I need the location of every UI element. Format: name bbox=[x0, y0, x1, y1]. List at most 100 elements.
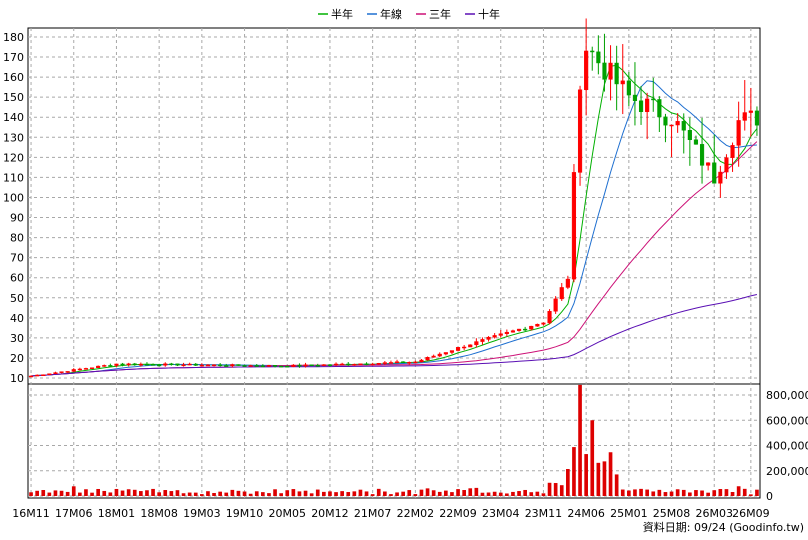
candle-body bbox=[65, 371, 70, 373]
candle-body bbox=[516, 328, 522, 331]
volume-bar bbox=[657, 489, 662, 496]
candle-body bbox=[199, 364, 204, 367]
candle-body bbox=[144, 363, 150, 366]
volume-bar bbox=[688, 492, 692, 496]
grid-lines bbox=[28, 28, 760, 498]
candle-body bbox=[236, 364, 241, 366]
volume-bar bbox=[145, 490, 149, 496]
candle-body bbox=[693, 139, 699, 145]
candle-body bbox=[376, 363, 381, 365]
volume-bar bbox=[315, 489, 320, 496]
legend-label-2: 三年 bbox=[429, 7, 451, 21]
volume-bar bbox=[639, 488, 643, 496]
x-tick-label: 16M11 bbox=[12, 507, 50, 520]
volume-bar bbox=[663, 492, 668, 496]
candle-body bbox=[724, 157, 729, 173]
candle-body bbox=[285, 365, 290, 368]
volume-bar bbox=[279, 493, 283, 496]
x-tick-label: 24M06 bbox=[567, 507, 605, 520]
candle-body bbox=[657, 99, 662, 118]
volume-bar bbox=[718, 489, 723, 496]
candle-body bbox=[169, 363, 174, 366]
candle-body bbox=[291, 364, 296, 367]
candle-body bbox=[132, 363, 137, 366]
candle-body bbox=[89, 367, 95, 369]
volume-bar bbox=[376, 488, 381, 496]
candle-body bbox=[541, 322, 546, 325]
price-tick-label: 30 bbox=[10, 332, 24, 345]
candle-body bbox=[462, 346, 467, 349]
candle-body bbox=[523, 328, 528, 331]
x-tick-label: 18M01 bbox=[98, 507, 136, 520]
volume-bar bbox=[29, 492, 33, 496]
volume-bar bbox=[627, 490, 631, 496]
candle-body bbox=[333, 363, 339, 366]
price-tick-label: 90 bbox=[10, 212, 24, 225]
price-tick-label: 100 bbox=[3, 191, 24, 204]
x-tick-label: 22M09 bbox=[439, 507, 477, 520]
volume-bar bbox=[694, 490, 698, 496]
volume-bar bbox=[505, 493, 509, 496]
x-tick-label: 20M05 bbox=[269, 507, 307, 520]
volume-bar bbox=[71, 486, 76, 496]
candle-body bbox=[47, 373, 52, 375]
volume-bar bbox=[96, 488, 100, 496]
volume-bar bbox=[47, 492, 52, 496]
candle-body bbox=[242, 365, 247, 367]
volume-bar bbox=[169, 491, 174, 496]
price-tick-label: 110 bbox=[3, 171, 24, 184]
price-tick-label: 130 bbox=[3, 131, 24, 144]
volume-bar bbox=[407, 490, 412, 496]
volume-bar bbox=[254, 491, 259, 496]
volume-tick-label: 200,000 bbox=[766, 465, 808, 478]
candle-body bbox=[358, 363, 363, 366]
price-tick-label: 140 bbox=[3, 111, 24, 124]
price-tick-label: 10 bbox=[10, 372, 24, 385]
volume-bar bbox=[212, 492, 216, 496]
volume-bar bbox=[328, 491, 332, 496]
candle-body bbox=[510, 330, 516, 333]
volume-bar bbox=[132, 489, 137, 496]
candle-body bbox=[370, 363, 375, 366]
footer-source: 資料日期: 09/24 (Goodinfo.tw) bbox=[643, 520, 804, 534]
candle-body bbox=[59, 371, 64, 373]
candle-body bbox=[254, 365, 259, 367]
volume-bar bbox=[645, 489, 649, 496]
candle-body bbox=[114, 363, 119, 366]
candle-body bbox=[730, 145, 735, 158]
candle-body bbox=[150, 364, 156, 366]
candle-body bbox=[577, 89, 583, 173]
candle-body bbox=[297, 364, 302, 367]
volume-bar bbox=[413, 494, 418, 496]
candle-body bbox=[382, 362, 387, 364]
candle-body bbox=[712, 162, 717, 184]
candle-body bbox=[346, 363, 351, 366]
candle-body bbox=[157, 364, 162, 367]
candle-body bbox=[529, 325, 534, 330]
x-tick-label: 20M12 bbox=[311, 507, 349, 520]
candle-body bbox=[224, 365, 229, 367]
volume-bar bbox=[498, 492, 503, 496]
candle-body bbox=[498, 333, 503, 336]
volume-bar bbox=[157, 492, 161, 496]
volume-bar bbox=[236, 490, 241, 496]
volume-tick-label: 800,000 bbox=[766, 389, 808, 402]
candle-body bbox=[602, 62, 607, 80]
legend-label-0: 半年 bbox=[331, 7, 353, 21]
volume-bar bbox=[59, 490, 64, 496]
volume-bar bbox=[633, 489, 637, 496]
volume-bar bbox=[358, 489, 363, 496]
x-tick-label: 22M02 bbox=[397, 507, 435, 520]
volume-bar bbox=[700, 490, 704, 496]
candle-body bbox=[651, 98, 656, 101]
volume-bar bbox=[346, 492, 351, 496]
candle-body bbox=[108, 365, 113, 367]
volume-bar bbox=[230, 489, 235, 496]
candle-body bbox=[626, 80, 631, 96]
volume-bar bbox=[90, 492, 94, 496]
volume-bar bbox=[468, 488, 473, 496]
volume-bar bbox=[712, 490, 717, 496]
candle-body bbox=[553, 298, 558, 312]
volume-bar bbox=[596, 462, 601, 496]
x-tick-label: 25M08 bbox=[653, 507, 691, 520]
